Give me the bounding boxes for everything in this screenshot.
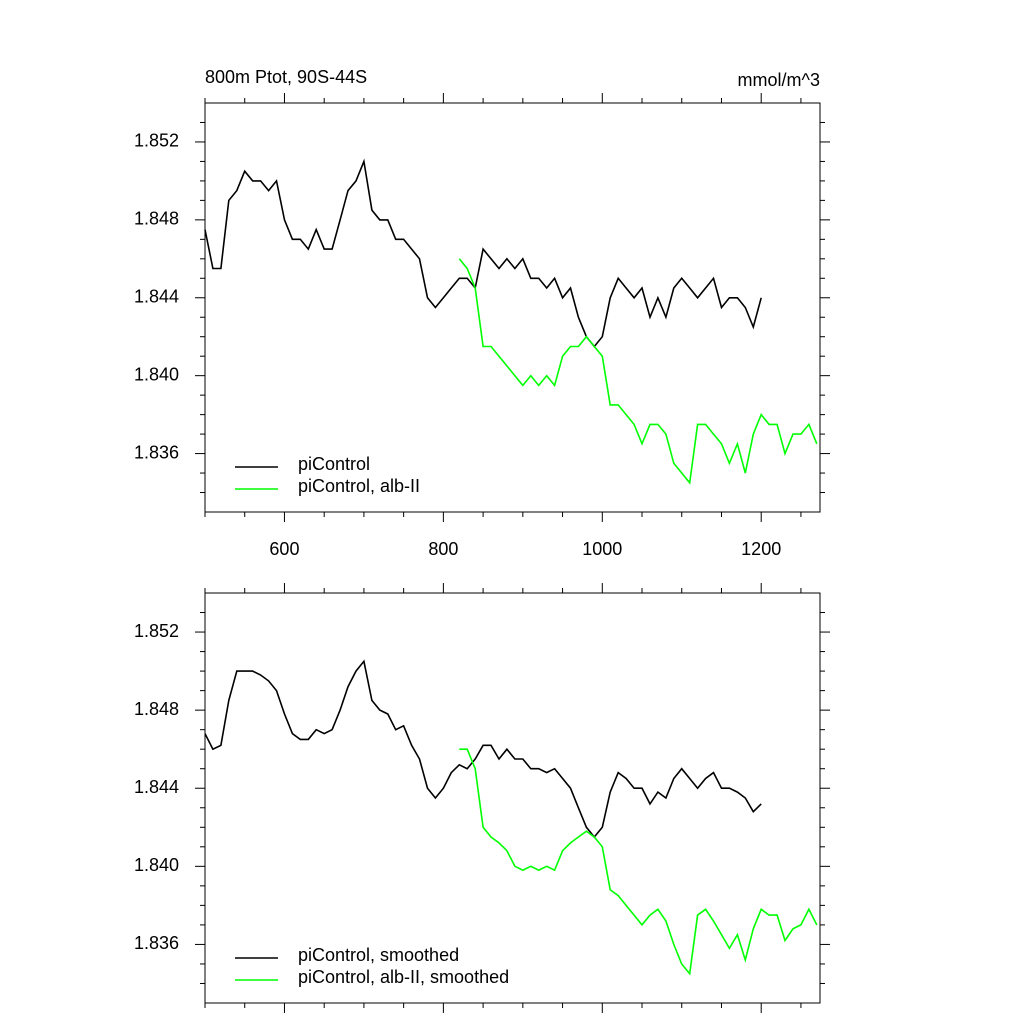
x-tick-label: 600: [269, 539, 299, 559]
y-tick-label: 1.840: [134, 364, 179, 384]
y-tick-label: 1.840: [134, 855, 179, 875]
y-tick-label: 1.848: [134, 699, 179, 719]
x-tick-label: 1000: [582, 539, 622, 559]
y-tick-label: 1.848: [134, 209, 179, 229]
legend-label: piControl: [298, 454, 370, 474]
chart-title: 800m Ptot, 90S-44S: [205, 67, 367, 87]
y-tick-label: 1.844: [134, 777, 179, 797]
series-line: [204, 158, 762, 348]
x-tick-label: 800: [428, 539, 458, 559]
legend-label: piControl, alb-II: [298, 476, 420, 496]
series-line: [458, 258, 818, 485]
series-line: [459, 748, 818, 976]
plot-frame: [204, 102, 821, 513]
x-tick-label: 1200: [741, 539, 781, 559]
series-line: [204, 659, 762, 839]
units-label: mmol/m^3: [738, 70, 820, 90]
y-tick-label: 1.836: [134, 442, 179, 462]
y-tick-label: 1.852: [134, 131, 179, 151]
legend-label: piControl, smoothed: [298, 945, 459, 965]
plot-frame: [204, 592, 821, 1004]
y-tick-label: 1.852: [134, 621, 179, 641]
y-tick-label: 1.836: [134, 933, 179, 953]
y-tick-label: 1.844: [134, 287, 179, 307]
legend-label: piControl, alb-II, smoothed: [298, 967, 509, 987]
